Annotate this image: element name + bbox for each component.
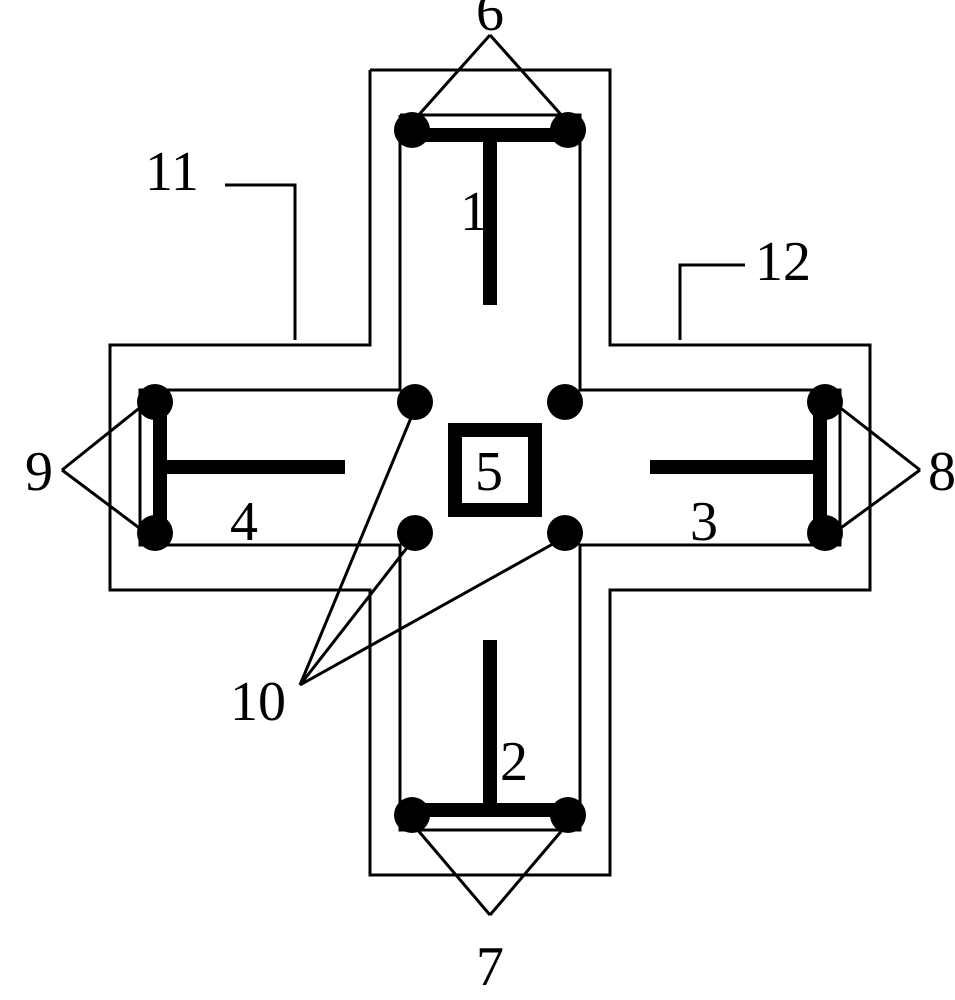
label-6: 6 xyxy=(476,0,504,43)
label-3: 3 xyxy=(690,491,718,553)
label-5: 5 xyxy=(475,441,503,503)
label-10: 10 xyxy=(230,671,286,733)
label-7: 7 xyxy=(476,936,504,998)
label-2: 2 xyxy=(500,731,528,793)
label-9: 9 xyxy=(25,441,53,503)
t-probe-bottom xyxy=(410,640,570,810)
label-11: 11 xyxy=(145,141,199,203)
label-1: 1 xyxy=(460,181,488,243)
label-8: 8 xyxy=(928,441,955,503)
diagram-svg: 123456789101112 xyxy=(0,0,955,1000)
label-12: 12 xyxy=(755,231,811,293)
t-probe-top xyxy=(410,135,570,305)
label-4: 4 xyxy=(230,491,258,553)
t-probe-right xyxy=(650,400,820,535)
